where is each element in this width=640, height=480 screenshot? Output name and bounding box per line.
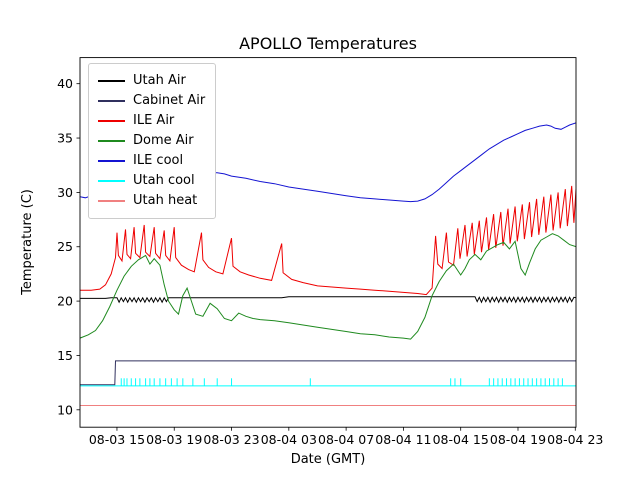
x-tick-label: 08-04 03 xyxy=(261,432,317,447)
legend-line-ile-air xyxy=(98,120,125,122)
y-tick-label: 10 xyxy=(57,402,73,417)
legend-label-utah-heat: Utah heat xyxy=(133,193,198,208)
x-tick-label: 08-03 15 xyxy=(89,432,145,447)
chart-title: APOLLO Temperatures xyxy=(239,34,417,53)
y-tick-label: 40 xyxy=(57,76,73,91)
legend: Utah Air Cabinet Air ILE Air Dome Air IL… xyxy=(88,63,217,219)
y-tick-label: 30 xyxy=(57,185,73,200)
legend-line-ile-cool xyxy=(98,160,125,162)
x-tick-label: 08-04 11 xyxy=(375,432,431,447)
legend-label-ile-cool: ILE cool xyxy=(133,153,184,168)
legend-line-utah-cool xyxy=(98,180,125,182)
x-tick-label: 08-04 07 xyxy=(318,432,374,447)
legend-item-dome-air: Dome Air xyxy=(98,131,205,151)
x-tick-label: 08-03 23 xyxy=(203,432,259,447)
series-line-dome-air xyxy=(80,233,576,340)
axes-frame xyxy=(79,57,577,428)
y-tick-label: 35 xyxy=(57,131,73,146)
legend-item-utah-heat: Utah heat xyxy=(98,191,205,211)
legend-item-ile-air: ILE Air xyxy=(98,111,205,131)
legend-label-utah-cool: Utah cool xyxy=(133,173,195,188)
legend-label-ile-air: ILE Air xyxy=(133,113,175,128)
legend-label-cabinet-air: Cabinet Air xyxy=(133,93,206,108)
x-tick-label: 08-04 15 xyxy=(433,432,489,447)
legend-label-utah-air: Utah Air xyxy=(133,73,186,88)
legend-item-utah-air: Utah Air xyxy=(98,71,205,91)
x-axis-label: Date (GMT) xyxy=(290,452,366,467)
legend-item-utah-cool: Utah cool xyxy=(98,171,205,191)
x-tick-label: 08-03 19 xyxy=(146,432,202,447)
series-line-utah-air xyxy=(80,296,576,304)
y-tick-label: 25 xyxy=(57,239,73,254)
x-tick-label: 08-04 23 xyxy=(547,432,603,447)
x-tick-label: 08-04 19 xyxy=(490,432,546,447)
legend-item-cabinet-air: Cabinet Air xyxy=(98,91,205,111)
legend-line-dome-air xyxy=(98,140,125,142)
y-tick-label: 15 xyxy=(57,348,73,363)
series-line-ile-air xyxy=(80,185,576,296)
legend-item-ile-cool: ILE cool xyxy=(98,151,205,171)
legend-line-cabinet-air xyxy=(98,100,125,102)
series-line-cabinet-air xyxy=(80,360,576,386)
legend-line-utah-heat xyxy=(98,200,125,202)
legend-label-dome-air: Dome Air xyxy=(133,133,194,148)
legend-line-utah-air xyxy=(98,80,125,82)
y-tick-label: 20 xyxy=(57,294,73,309)
